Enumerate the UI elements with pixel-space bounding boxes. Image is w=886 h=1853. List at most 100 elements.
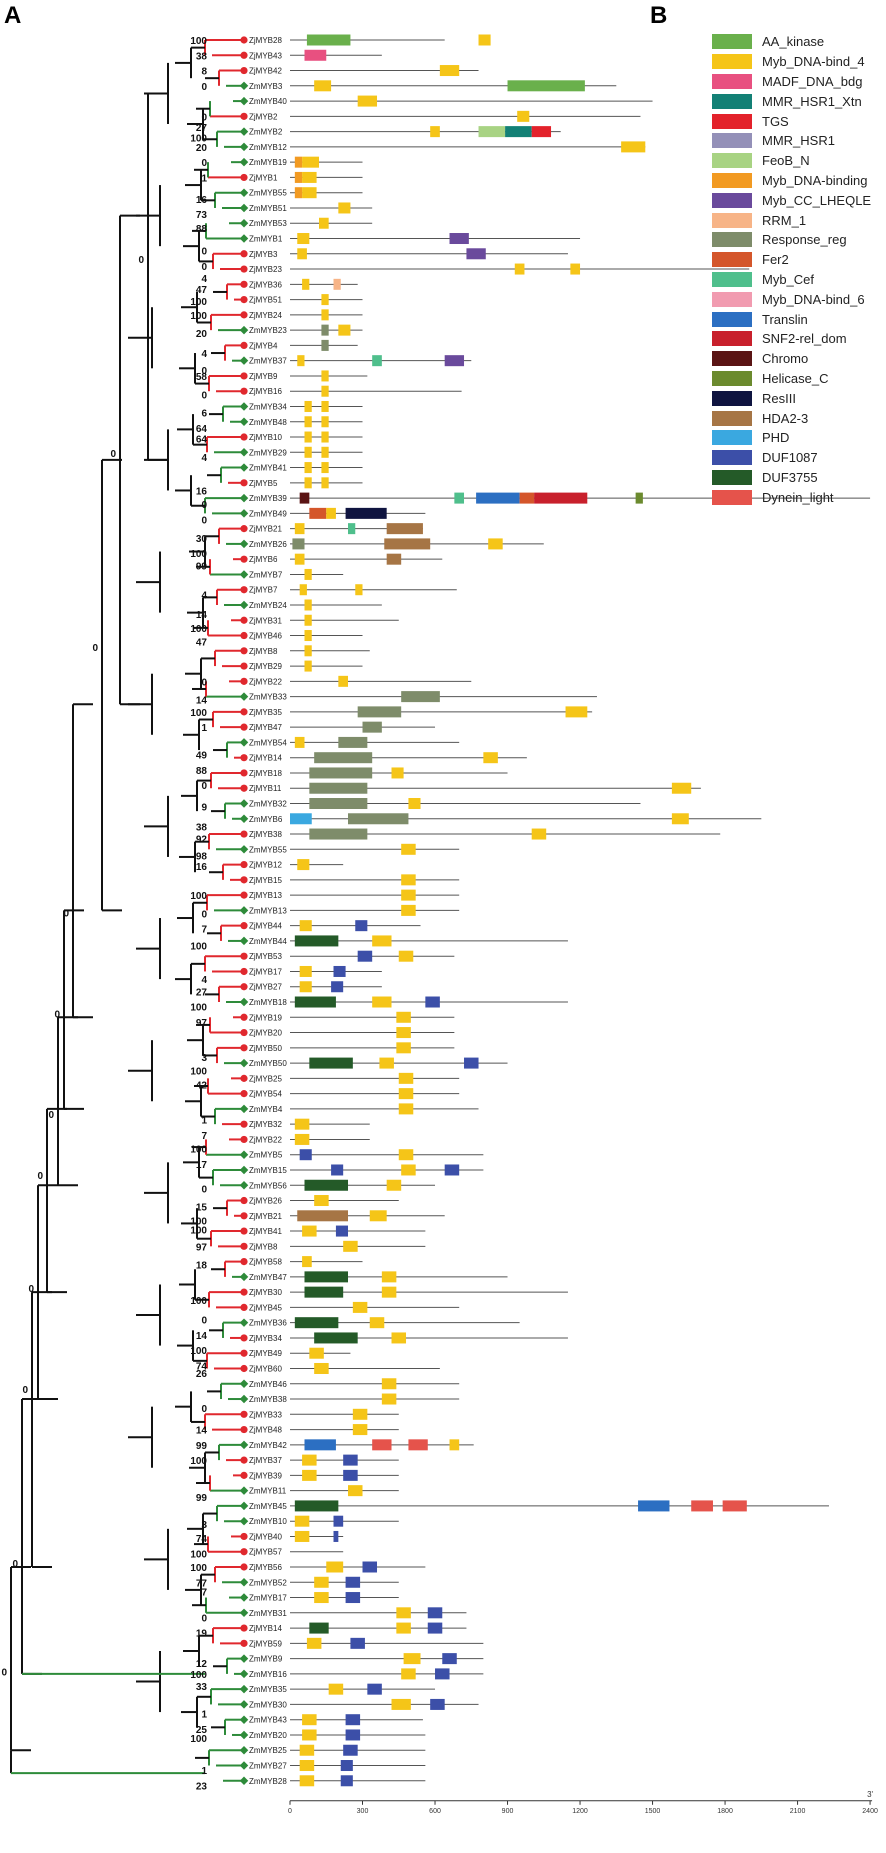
leaf-marker-diamond	[239, 1684, 249, 1694]
bootstrap-value: 1	[201, 723, 207, 734]
axis-tick-label: 900	[502, 1808, 514, 1815]
gene-labels: ZjMYB28 ZjMYB43 ZjMYB42 ZmMYB3 ZmMYB40 ZjMYB2…	[239, 36, 287, 1786]
domain-block	[345, 1592, 361, 1604]
leaf-marker-diamond	[239, 1165, 249, 1175]
gene-label: ZjMYB3	[249, 250, 278, 259]
gene-label: ZmMYB6	[249, 815, 283, 824]
domain-block	[340, 1760, 353, 1772]
legend-swatch	[712, 54, 752, 70]
legend-item: PHD	[712, 428, 882, 448]
legend-label: Dynein_light	[762, 489, 834, 505]
domain-block	[391, 1698, 411, 1710]
leaf-marker-circle	[240, 1624, 248, 1632]
axis-tick-label: 1500	[645, 1808, 661, 1815]
legend-item: MMR_HSR1	[712, 131, 882, 151]
domain-block	[292, 538, 305, 550]
gene-label: ZjMYB56	[249, 1563, 282, 1572]
leaf-marker-circle	[240, 1258, 248, 1266]
axis-tick-label: 1800	[717, 1808, 733, 1815]
domain-block	[352, 1301, 368, 1313]
leaf-marker-diamond	[239, 539, 249, 549]
domain-block	[369, 1317, 385, 1329]
gene-label: ZjMYB41	[249, 1227, 282, 1236]
leaf-marker-diamond	[239, 142, 249, 152]
bootstrap-value: 0	[201, 909, 207, 920]
bootstrap-value: 42	[196, 1080, 208, 1091]
leaf-marker-diamond	[239, 1272, 249, 1282]
domain-block	[321, 324, 329, 336]
domain-block	[430, 126, 440, 138]
domain-block	[304, 630, 312, 642]
bootstrap-value: 100	[190, 708, 207, 719]
legend-swatch	[712, 351, 752, 367]
legend-swatch	[712, 93, 752, 109]
leaf-marker-diamond	[239, 234, 249, 243]
legend-swatch	[712, 73, 752, 89]
bootstrap-value: 16	[196, 195, 208, 206]
domain-block	[401, 691, 440, 703]
bootstrap-value: 1	[201, 1116, 207, 1127]
legend-swatch	[712, 133, 752, 149]
domain-block	[319, 217, 329, 229]
domain-legend: AA_kinase Myb_DNA-bind_4 MADF_DNA_bdg MMR_H…	[712, 32, 882, 507]
leaf-marker-circle	[240, 311, 248, 319]
bootstrap-value: 100	[190, 1296, 207, 1307]
bootstrap-value: 20	[196, 143, 208, 154]
gene-label: ZjMYB51	[249, 296, 282, 305]
bootstrap-value: 0	[201, 82, 207, 93]
gene-label: ZmMYB13	[249, 906, 287, 915]
domain-block	[309, 1347, 324, 1359]
domain-block	[517, 110, 530, 122]
domain-block	[304, 1286, 344, 1298]
bootstrap-value: 100	[190, 1563, 207, 1574]
domain-block	[304, 416, 312, 428]
gene-label: ZmMYB9	[249, 1655, 283, 1664]
legend-swatch	[712, 311, 752, 327]
domain-block	[333, 278, 341, 290]
bootstrap-value: 15	[196, 1203, 208, 1214]
node-support-value: 0	[63, 909, 69, 920]
domain-block	[454, 492, 465, 504]
bootstrap-value: 7	[201, 925, 207, 936]
domain-block	[321, 400, 329, 412]
domain-block	[348, 523, 356, 535]
domain-block	[299, 1744, 315, 1756]
bootstrap-value: 3	[201, 1520, 207, 1531]
legend-item: Myb_DNA-bind_6	[712, 289, 882, 309]
bootstrap-value: 14	[196, 610, 208, 621]
bootstrap-value: 100	[190, 297, 207, 308]
bootstrap-value: 64	[196, 424, 208, 435]
leaf-marker-circle	[240, 1288, 248, 1296]
leaf-marker-diamond	[239, 1058, 249, 1068]
legend-swatch	[712, 34, 752, 50]
legend-label: ResIII	[762, 390, 796, 406]
bootstrap-value: 27	[196, 987, 208, 998]
legend-label: DUF1087	[762, 450, 818, 466]
legend-label: Myb_DNA-binding	[762, 172, 868, 188]
gene-label: ZmMYB15	[249, 1166, 287, 1175]
legend-item: DUF1087	[712, 448, 882, 468]
domain-block	[396, 1607, 411, 1619]
leaf-marker-diamond	[239, 1578, 249, 1587]
legend-label: Myb_Cef	[762, 271, 815, 287]
domain-block	[297, 248, 307, 260]
domain-block	[381, 1271, 397, 1283]
legend-item: Response_reg	[712, 230, 882, 250]
gene-label: ZjMYB40	[249, 1532, 282, 1541]
domain-block	[297, 1210, 349, 1222]
gene-label: ZmMYB31	[249, 1609, 287, 1618]
domain-block	[294, 171, 303, 183]
leaf-marker-circle	[240, 1410, 248, 1418]
gene-label: ZjMYB43	[249, 51, 282, 60]
bootstrap-value: 0	[201, 677, 207, 688]
bootstrap-value: 0	[201, 262, 207, 273]
gene-label: ZjMYB11	[249, 784, 282, 793]
legend-item: Translin	[712, 309, 882, 329]
domain-block	[372, 996, 392, 1008]
leaf-marker-diamond	[239, 1379, 249, 1389]
bootstrap-value: 38	[196, 822, 208, 833]
domain-block	[357, 950, 373, 962]
bootstrap-value: 97	[196, 1242, 208, 1253]
legend-label: MMR_HSR1	[762, 133, 835, 149]
domain-block	[321, 385, 329, 397]
